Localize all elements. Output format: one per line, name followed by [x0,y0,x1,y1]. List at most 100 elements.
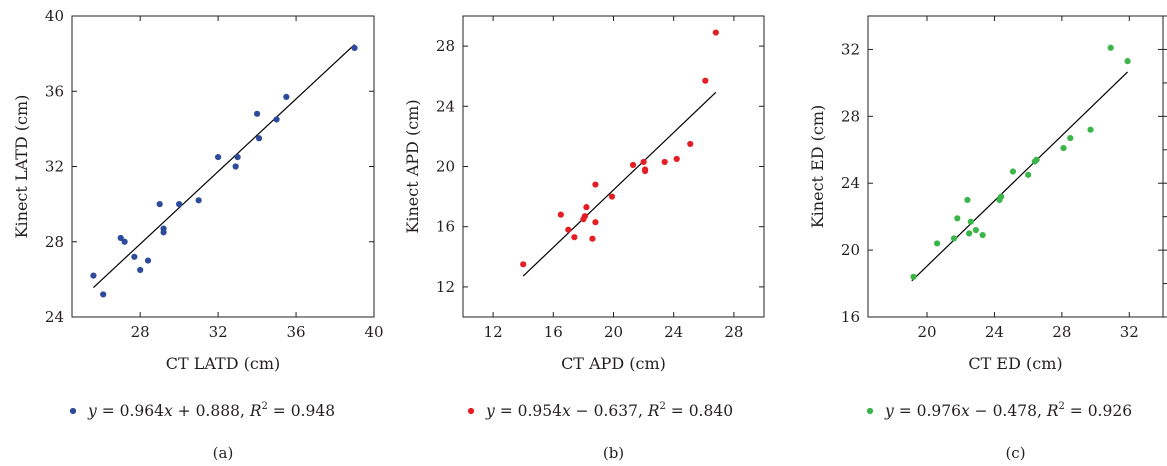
y-axis-label: Kinect LATD (cm) [12,95,31,239]
x-axis-label: CT APD (cm) [561,354,666,373]
y-tick-label: 28 [436,37,455,55]
data-point [687,140,694,148]
data-point [964,196,971,204]
y-tick-label: 32 [841,40,860,58]
panel-label: (a) [213,444,234,462]
data-point [176,201,183,208]
data-point [673,155,680,163]
data-point [100,291,107,298]
y-tick-label: 36 [45,82,64,100]
x-tick-label: 24 [985,323,1004,341]
data-point [998,193,1005,200]
x-tick-label: 28 [131,323,150,341]
y-tick-label: 28 [45,233,64,251]
x-tick-label: 20 [917,323,936,341]
x-tick-label: 36 [287,323,306,341]
data-point [910,273,917,280]
panel-label: (c) [1005,444,1025,462]
x-tick-label: 32 [209,323,228,341]
data-point [234,153,241,161]
data-point [351,44,358,52]
data-point [557,211,564,218]
legend-equation: y = 0.964x + 0.888, R2 = 0.948 [87,401,335,420]
x-tick-label: 20 [604,323,623,341]
x-axis-label: CT LATD (cm) [166,354,281,373]
data-point [253,110,261,117]
panel-2: 12 16 20 24 28 12 16 20 24 28 CT APD (cm) Kinect AP… [403,15,765,462]
y-axis-label: Kinect APD (cm) [403,99,422,233]
plot-frame [462,15,765,318]
y-tick-label: 24 [841,174,860,192]
data-point [1087,126,1094,133]
data-point [520,261,527,268]
data-point [160,229,167,236]
data-point [592,181,599,188]
x-tick-label: 16 [544,323,563,341]
data-point [967,218,974,225]
data-point [661,158,668,166]
data-point [255,135,263,142]
data-point [273,116,280,123]
data-point [156,201,163,208]
x-tick-label: 12 [484,323,503,341]
x-tick-label: 40 [364,323,383,341]
regression-line [522,91,717,277]
data-point [90,272,97,279]
data-point [583,204,590,211]
data-point [979,231,986,239]
y-tick-label: 20 [841,241,860,259]
data-point [972,226,979,234]
data-point [966,230,973,237]
data-point [144,257,152,264]
data-point [640,158,647,166]
data-point [629,161,637,169]
y-axis-label: Kinect ED (cm) [808,105,827,229]
y-tick-label: 28 [841,107,860,125]
data-point [1107,44,1114,51]
panel-1: 28 32 36 40 24 28 32 36 40 CT LATD (cm) Kinect LAT… [12,7,384,462]
panel-label: (b) [603,444,624,462]
data-point [283,93,290,100]
data-point [571,234,578,241]
legend-marker [866,407,874,415]
data-point [1124,58,1131,65]
legend-marker [69,407,77,415]
x-tick-label: 28 [724,323,743,341]
data-point [712,29,719,36]
y-tick-label: 24 [436,97,455,115]
panel-3: 20 24 28 32 16 20 24 28 32 CT ED (cm) Kinect ED (c… [808,15,1167,462]
data-point [131,253,138,260]
data-point [581,213,589,220]
data-point [954,215,961,222]
x-tick-label: 32 [1120,323,1139,341]
data-point [117,234,124,242]
y-tick-label: 16 [436,218,455,236]
data-point [934,240,941,247]
data-point [232,163,239,170]
data-point [1025,171,1032,178]
legend-marker [467,407,475,415]
x-tick-label: 24 [664,323,683,341]
y-tick-label: 32 [45,158,64,176]
legend-equation: y = 0.954x − 0.637, R2 = 0.840 [485,401,733,420]
x-axis-label: CT ED (cm) [968,354,1062,373]
plot-frame [867,15,1164,318]
regression-line [93,44,355,288]
data-point [702,77,709,84]
x-tick-label: 28 [1052,323,1071,341]
data-point [215,153,222,161]
data-point [1067,134,1074,142]
legend-equation: y = 0.976x − 0.478, R2 = 0.926 [884,401,1132,420]
data-point [642,167,649,175]
data-point [195,197,202,204]
data-point [1009,168,1017,175]
y-tick-label: 16 [841,308,860,326]
data-point [950,235,958,242]
regression-line [911,71,1129,282]
y-tick-label: 24 [45,308,64,326]
y-tick-label: 40 [45,7,64,25]
data-point [565,226,572,233]
y-tick-label: 20 [436,158,455,176]
data-point [121,238,128,245]
